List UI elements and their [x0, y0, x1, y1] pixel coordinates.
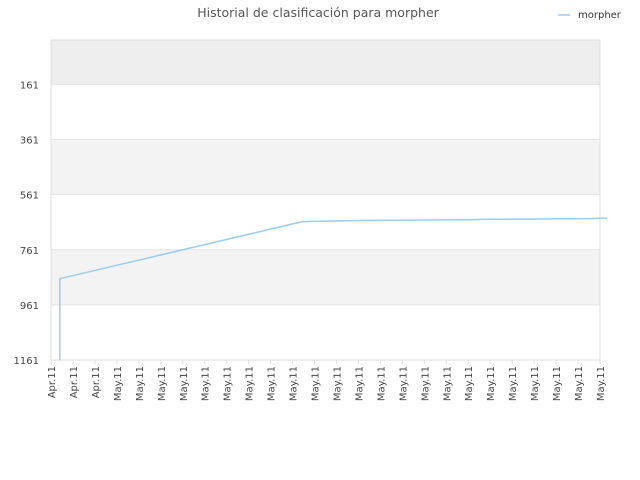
data-point: [531, 218, 533, 220]
x-tick-label: May.11: [376, 366, 387, 401]
y-tick-label: 961: [20, 301, 39, 312]
plot-band: [51, 249, 600, 305]
y-tick-label: 561: [20, 191, 39, 202]
x-tick-label: May.11: [179, 366, 190, 401]
x-tick-label: May.11: [267, 366, 278, 401]
y-tick-label: 1161: [14, 356, 39, 367]
y-axis: 161 361 561 761 961 1161: [14, 80, 39, 367]
legend-label-morpher: morpher: [578, 10, 622, 21]
data-point: [362, 219, 364, 222]
x-tick-label: May.11: [508, 366, 519, 401]
x-tick-label: May.11: [486, 366, 497, 401]
x-tick-label: May.11: [113, 366, 124, 401]
data-point: [300, 221, 302, 223]
x-tick-label: Apr.11: [47, 366, 58, 398]
plot-bands: [51, 40, 600, 360]
x-tick-label: May.11: [201, 366, 212, 401]
data-point: [605, 217, 608, 219]
x-tick-label: May.11: [223, 366, 234, 401]
data-point: [346, 220, 349, 222]
y-tick-label: 761: [20, 246, 39, 257]
x-tick-label: May.11: [332, 366, 343, 401]
x-tick-label: May.11: [530, 366, 541, 401]
x-tick-label: Apr.11: [91, 366, 102, 398]
x-tick-label: May.11: [552, 366, 563, 401]
x-tick-label: May.11: [354, 366, 365, 401]
x-tick-label: Apr.11: [69, 366, 80, 398]
plot-band: [51, 84, 600, 140]
chart-title: Historial de clasificación para morpher: [197, 5, 439, 20]
x-tick-label: May.11: [596, 366, 607, 401]
data-point: [59, 359, 61, 361]
data-point: [423, 219, 425, 221]
x-tick-label: May.11: [464, 366, 475, 401]
y-tick-label: 161: [20, 80, 39, 91]
plot-band: [51, 194, 600, 250]
data-point: [408, 219, 410, 221]
plot-area-border: [50, 39, 601, 361]
plot-band: [51, 40, 600, 85]
data-point: [546, 218, 548, 220]
x-tick-label: May.11: [420, 366, 431, 401]
plot-band: [51, 139, 600, 195]
x-tick-label: May.11: [245, 366, 256, 401]
x-tick-label: May.11: [289, 366, 300, 401]
x-tick-label: May.11: [157, 366, 168, 401]
x-tick-label: May.11: [311, 366, 322, 401]
data-point: [302, 221, 305, 223]
x-tick-label: May.11: [574, 366, 585, 401]
y-tick-label: 361: [20, 136, 39, 147]
data-point: [59, 278, 61, 280]
series-layer: [59, 217, 608, 361]
data-point: [467, 219, 469, 221]
x-tick-label: May.11: [442, 366, 453, 401]
legend[interactable]: morpher: [558, 10, 622, 21]
data-point: [590, 218, 592, 220]
x-tick-label: May.11: [135, 366, 146, 401]
x-axis: Apr.11 Apr.11 Apr.11 May.11 May.11 May.11 May.…: [47, 360, 607, 401]
data-point: [483, 218, 485, 221]
plot-band: [51, 304, 600, 360]
x-tick-label: May.11: [398, 366, 409, 401]
